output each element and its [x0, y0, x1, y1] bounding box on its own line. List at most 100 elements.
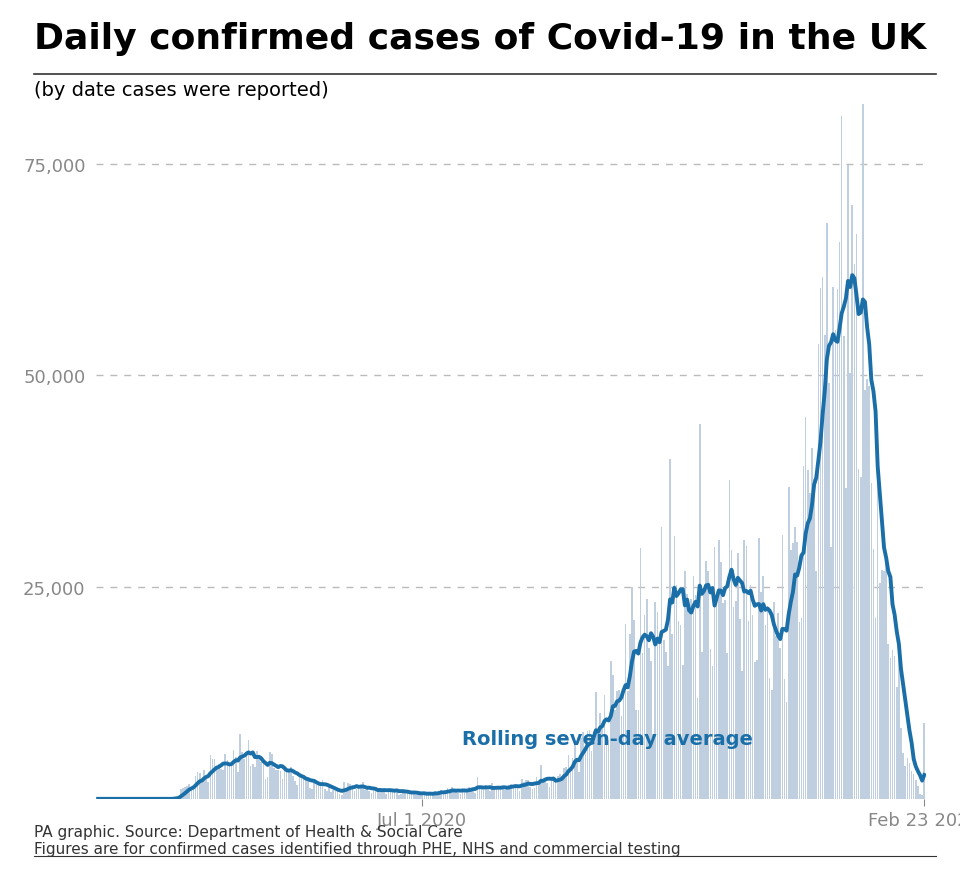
Bar	[511, 784, 512, 799]
Bar	[305, 779, 306, 799]
Bar	[284, 766, 285, 799]
Bar	[258, 759, 260, 799]
Bar	[367, 789, 368, 799]
Bar	[449, 789, 450, 799]
Bar	[178, 796, 180, 799]
Bar	[360, 786, 362, 799]
Bar	[855, 235, 857, 799]
Bar	[451, 788, 453, 799]
Bar	[254, 766, 255, 799]
Bar	[639, 548, 641, 799]
Bar	[627, 691, 629, 799]
Bar	[604, 695, 605, 799]
Bar	[530, 787, 531, 799]
Bar	[612, 675, 613, 799]
Bar	[212, 759, 213, 799]
Bar	[218, 765, 220, 799]
Bar	[462, 788, 464, 799]
Bar	[671, 635, 673, 799]
Bar	[295, 781, 296, 799]
Bar	[911, 772, 912, 799]
Bar	[732, 608, 734, 799]
Bar	[909, 763, 910, 799]
Bar	[629, 634, 631, 799]
Bar	[585, 745, 587, 799]
Bar	[320, 784, 322, 799]
Bar	[924, 723, 925, 799]
Bar	[546, 783, 548, 799]
Bar	[525, 781, 527, 799]
Bar	[409, 794, 410, 799]
Bar	[578, 772, 580, 799]
Bar	[731, 551, 732, 799]
Bar	[826, 223, 828, 799]
Bar	[764, 625, 766, 799]
Bar	[807, 471, 808, 799]
Bar	[279, 771, 281, 799]
Bar	[650, 661, 652, 799]
Bar	[843, 337, 845, 799]
Bar	[811, 449, 813, 799]
Bar	[506, 786, 508, 799]
Bar	[636, 710, 637, 799]
Bar	[725, 600, 726, 799]
Bar	[576, 760, 578, 799]
Bar	[548, 787, 550, 799]
Bar	[538, 781, 540, 799]
Bar	[809, 493, 810, 799]
Bar	[885, 554, 887, 799]
Bar	[515, 784, 516, 799]
Bar	[190, 789, 192, 799]
Bar	[466, 788, 468, 799]
Bar	[625, 624, 626, 799]
Bar	[834, 331, 836, 799]
Bar	[799, 623, 800, 799]
Bar	[534, 788, 536, 799]
Bar	[562, 776, 563, 799]
Bar	[557, 776, 559, 799]
Bar	[407, 794, 408, 799]
Bar	[439, 791, 440, 799]
Bar	[381, 791, 383, 799]
Bar	[337, 788, 338, 799]
Bar	[250, 766, 252, 799]
Bar	[444, 794, 446, 799]
Bar	[495, 788, 497, 799]
Bar	[307, 781, 308, 799]
Bar	[460, 794, 461, 799]
Bar	[646, 599, 648, 799]
Bar	[676, 586, 677, 799]
Text: Daily confirmed cases of Covid-19 in the UK: Daily confirmed cases of Covid-19 in the…	[34, 22, 925, 56]
Bar	[398, 795, 399, 799]
Bar	[674, 536, 675, 799]
Bar	[644, 615, 645, 799]
Bar	[593, 731, 594, 799]
Bar	[692, 576, 694, 799]
Bar	[588, 730, 590, 799]
Bar	[248, 740, 250, 799]
Bar	[383, 789, 385, 799]
Bar	[858, 470, 859, 799]
Bar	[274, 768, 275, 799]
Bar	[845, 488, 847, 799]
Bar	[591, 751, 592, 799]
Bar	[606, 738, 608, 799]
Bar	[423, 794, 425, 799]
Bar	[377, 791, 378, 799]
Bar	[390, 789, 392, 799]
Bar	[292, 776, 294, 799]
Bar	[655, 602, 656, 799]
Bar	[883, 572, 885, 799]
Bar	[850, 373, 851, 799]
Bar	[252, 764, 253, 799]
Bar	[286, 767, 287, 799]
Text: PA graphic. Source: Department of Health & Social Care
Figures are for confirmed: PA graphic. Source: Department of Health…	[34, 824, 681, 856]
Bar	[756, 660, 757, 799]
Bar	[396, 789, 397, 799]
Bar	[832, 288, 834, 799]
Bar	[481, 789, 482, 799]
Bar	[479, 787, 480, 799]
Bar	[392, 792, 394, 799]
Bar	[876, 459, 878, 799]
Bar	[425, 795, 427, 799]
